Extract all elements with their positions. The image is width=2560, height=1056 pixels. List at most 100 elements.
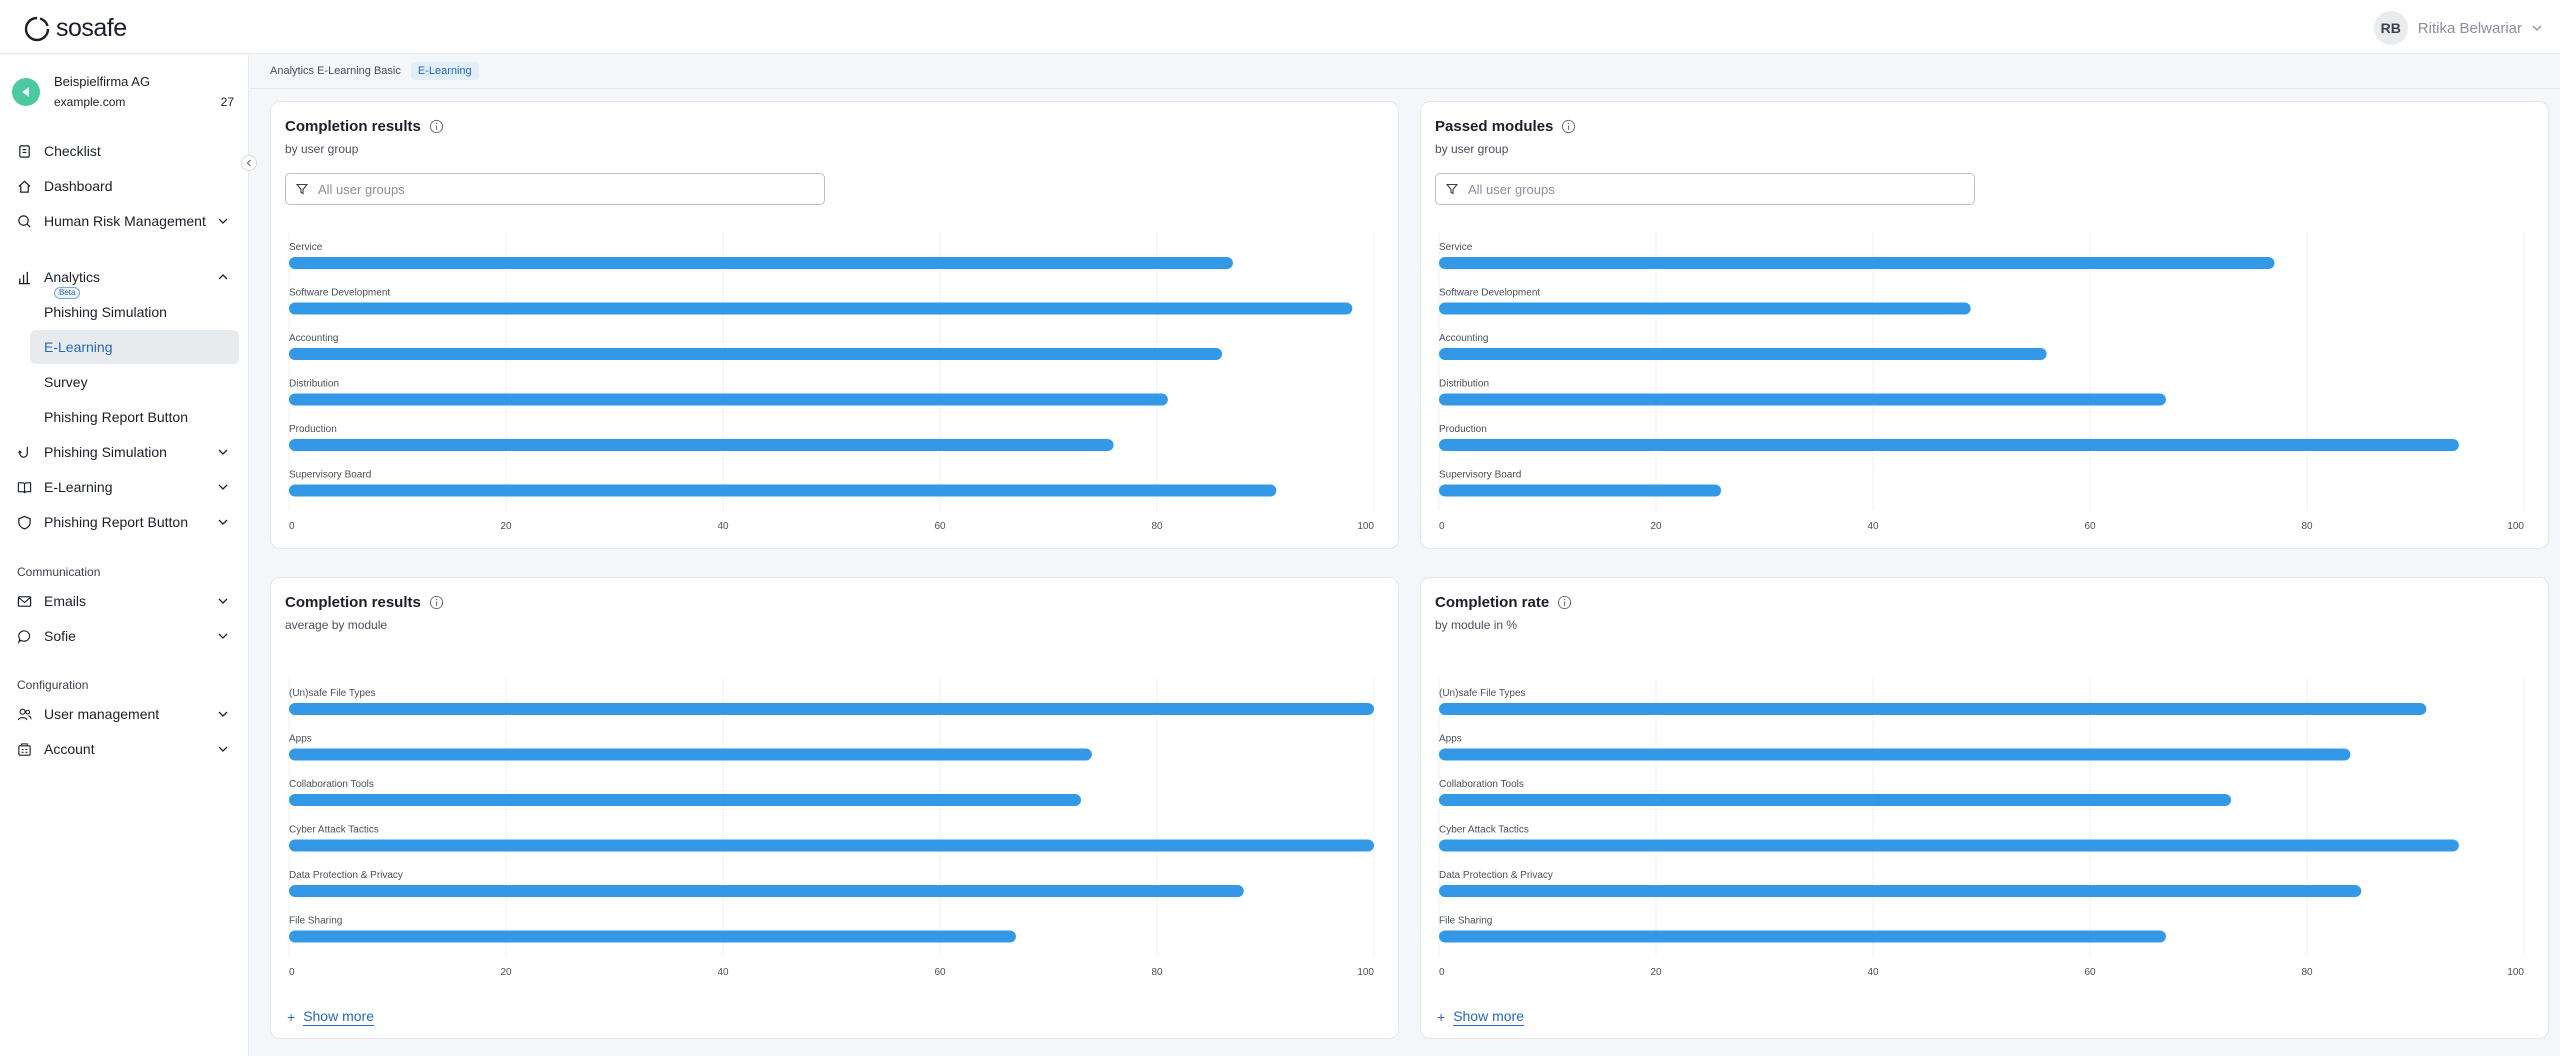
sidebar-item-label: Dashboard [44, 178, 113, 194]
info-icon[interactable] [429, 595, 444, 610]
bar [1439, 839, 2459, 852]
tick-label: 80 [2301, 967, 2313, 978]
category-label: Collaboration Tools [289, 779, 374, 790]
hook-icon [16, 444, 32, 460]
filter-placeholder: All user groups [318, 181, 405, 197]
org-logo-icon [12, 78, 40, 106]
sidebar-subitem-phishing-report-button[interactable]: Phishing Report Button [44, 409, 188, 425]
category-label: Collaboration Tools [1439, 779, 1524, 790]
sidebar-item-label: Emails [44, 593, 87, 609]
bar [289, 794, 1082, 806]
tick-label: 20 [1650, 521, 1662, 532]
sidebar-item-e-learning[interactable]: E-Learning [16, 475, 238, 499]
card-title: Completion rate [1435, 594, 1572, 611]
sidebar-item-label: User management [44, 706, 160, 722]
tick-label: 40 [1867, 521, 1879, 532]
chevron-down-icon [218, 746, 228, 752]
chat-bubble-icon [16, 628, 32, 644]
bar [289, 885, 1244, 897]
chart-card-completion-rate: Completion rate by module in % (Un)safe … [1420, 577, 2549, 1039]
risk-search-icon [16, 213, 32, 229]
sidebar-subitem-e-learning[interactable]: E-Learning [30, 330, 239, 364]
info-icon[interactable] [1561, 119, 1576, 134]
chart-card-completion-results-by-group: Completion results by user group All use… [270, 101, 1399, 549]
top-header: sosafe RB Ritika Belwariar [0, 0, 2560, 54]
sidebar-item-human-risk-management[interactable]: Human Risk Management [16, 209, 238, 233]
bar [1439, 930, 2166, 943]
tick-label: 40 [1867, 967, 1879, 978]
bar [1439, 302, 1971, 315]
collapse-sidebar-button[interactable] [241, 155, 257, 171]
org-domain: example.com [54, 95, 126, 109]
tick-label: 20 [500, 967, 512, 978]
bar [1439, 703, 2427, 715]
category-label: Accounting [289, 333, 338, 344]
bar [289, 393, 1168, 406]
user-group-filter[interactable]: All user groups [1435, 173, 1975, 205]
org-switcher[interactable]: Beispielfirma AG example.com 27 [12, 71, 234, 111]
sidebar-item-sofie[interactable]: Sofie [16, 624, 238, 648]
breadcrumb-parent[interactable]: Analytics E-Learning Basic [270, 65, 401, 77]
show-more-button[interactable]: + Show more [1437, 1008, 1524, 1026]
sidebar-item-checklist[interactable]: Checklist [16, 139, 238, 163]
sidebar-item-phishing-simulation[interactable]: Phishing Simulation [16, 440, 238, 464]
tick-label: 0 [289, 521, 295, 532]
card-title-text: Completion results [285, 118, 421, 135]
book-icon [16, 479, 32, 495]
sidebar-item-user-management[interactable]: User management [16, 702, 238, 726]
horizontal-bar-chart: Service Software Development Accounting Dis… [1438, 232, 2525, 532]
home-icon [16, 178, 32, 194]
sosafe-logo[interactable]: sosafe [24, 14, 127, 43]
category-label: Apps [289, 734, 312, 745]
tick-label: 100 [2507, 521, 2524, 532]
chevron-down-icon [218, 519, 228, 525]
user-group-filter[interactable]: All user groups [285, 173, 825, 205]
bar [1439, 439, 2459, 451]
sidebar-item-dashboard[interactable]: Dashboard [16, 174, 238, 198]
sidebar: Beispielfirma AG example.com 27 Checklis… [0, 55, 249, 1056]
bar-chart-icon [16, 269, 32, 285]
bar [1439, 257, 2275, 269]
show-more-label: Show more [1453, 1008, 1524, 1026]
logo-text: sosafe [56, 14, 127, 42]
chart-card-passed-modules: Passed modules by user group All user gr… [1420, 101, 2549, 549]
sidebar-item-account[interactable]: Account [16, 737, 238, 761]
org-count: 27 [220, 95, 234, 109]
category-label: Production [289, 424, 337, 435]
card-subtitle: by user group [1435, 142, 1509, 156]
sidebar-item-label: Account [44, 741, 95, 757]
checklist-icon [16, 143, 32, 159]
show-more-label: Show more [303, 1008, 374, 1026]
bar [289, 703, 1374, 715]
info-icon[interactable] [1557, 595, 1572, 610]
card-subtitle: average by module [285, 618, 388, 632]
tick-label: 100 [1357, 521, 1374, 532]
sidebar-subitem-phishing-simulation[interactable]: Phishing Simulation [44, 304, 167, 320]
info-icon[interactable] [429, 119, 444, 134]
sidebar-item-label: Phishing Simulation [44, 444, 167, 460]
category-label: Cyber Attack Tactics [289, 825, 379, 836]
card-title-text: Passed modules [1435, 118, 1554, 135]
sidebar-item-analytics[interactable]: Analytics [16, 265, 238, 289]
chevron-down-icon [218, 711, 228, 717]
show-more-button[interactable]: + Show more [287, 1008, 374, 1026]
tick-label: 100 [2507, 967, 2524, 978]
sidebar-item-emails[interactable]: Emails [16, 589, 238, 613]
sidebar-item-label: Analytics [44, 269, 101, 285]
card-title: Completion results [285, 118, 444, 135]
chevron-down-icon [218, 598, 228, 604]
mail-icon [16, 593, 32, 609]
sidebar-item-phishing-report-button[interactable]: Phishing Report Button [16, 510, 238, 534]
category-label: Service [1439, 242, 1473, 253]
card-title: Completion results [285, 594, 444, 611]
category-label: Cyber Attack Tactics [1439, 825, 1529, 836]
card-title-text: Completion results [285, 594, 421, 611]
beta-badge: Beta [54, 287, 81, 299]
user-menu[interactable]: RB Ritika Belwariar [2373, 11, 2542, 45]
filter-placeholder: All user groups [1468, 181, 1555, 197]
sidebar-item-label: Phishing Report Button [44, 514, 188, 530]
tick-label: 80 [1151, 967, 1163, 978]
filter-icon [1446, 183, 1458, 195]
chevron-down-icon [2532, 25, 2542, 31]
sidebar-subitem-survey[interactable]: Survey [44, 374, 88, 390]
